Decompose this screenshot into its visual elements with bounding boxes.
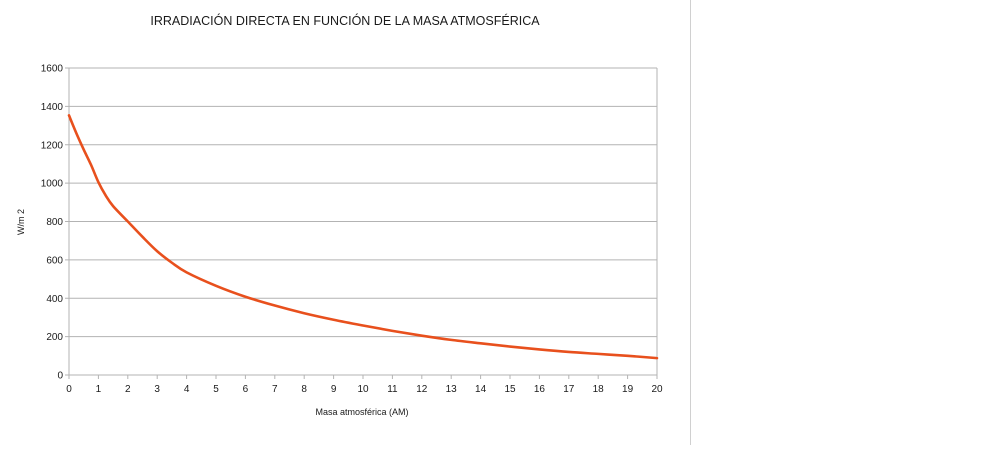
x-tick-label: 14 (475, 384, 487, 395)
x-tick-label: 10 (357, 384, 369, 395)
page-divider (690, 0, 691, 445)
x-tick-label: 18 (593, 384, 605, 395)
y-axis-title: W/m 2 (16, 209, 26, 235)
x-tick-label: 13 (446, 384, 458, 395)
x-tick-label: 5 (213, 384, 219, 395)
x-tick-label: 3 (154, 384, 160, 395)
x-tick-label: 16 (534, 384, 546, 395)
series-line-0 (67, 114, 659, 360)
x-tick-label: 2 (125, 384, 131, 395)
x-tick-label: 0 (66, 384, 72, 395)
x-tick-labels: 0 1 2 3 4 5 6 7 8 9 10 11 12 13 14 15 16 17 18 19 20 (66, 384, 663, 395)
series (67, 114, 659, 360)
x-tick-label: 17 (563, 384, 575, 395)
x-tick-label: 11 (387, 384, 398, 395)
x-tick-label: 6 (243, 384, 249, 395)
x-tick-label: 4 (184, 384, 190, 395)
x-tick-label: 20 (651, 384, 663, 395)
x-tick-label: 15 (504, 384, 516, 395)
chart-title: IRRADIACIÓN DIRECTA EN FUNCIÓN DE LA MAS… (150, 14, 540, 28)
x-tick-label: 1 (96, 384, 102, 395)
x-tick-label: 8 (301, 384, 307, 395)
y-tick-label: 1200 (41, 140, 64, 151)
y-tick-label: 200 (46, 332, 63, 343)
x-axis-title: Masa atmosférica (AM) (315, 407, 408, 417)
gridlines (69, 67, 657, 376)
y-tick-label: 400 (46, 294, 63, 305)
x-tick-label: 7 (272, 384, 278, 395)
x-tick-label: 9 (331, 384, 337, 395)
chart-area: IRRADIACIÓN DIRECTA EN FUNCIÓN DE LA MAS… (16, 14, 663, 418)
y-tick-labels: 0 200 400 600 800 1000 1200 1400 1600 (41, 64, 64, 382)
y-tick-label: 1400 (41, 102, 64, 113)
x-tick-label: 12 (416, 384, 428, 395)
y-tick-label: 1000 (41, 179, 64, 190)
axes (65, 67, 658, 379)
y-tick-label: 0 (57, 371, 63, 382)
blank-page-area (692, 0, 1000, 462)
y-tick-label: 800 (46, 217, 63, 228)
x-tick-label: 19 (622, 384, 634, 395)
y-tick-label: 1600 (41, 64, 64, 75)
y-tick-label: 600 (46, 255, 63, 266)
